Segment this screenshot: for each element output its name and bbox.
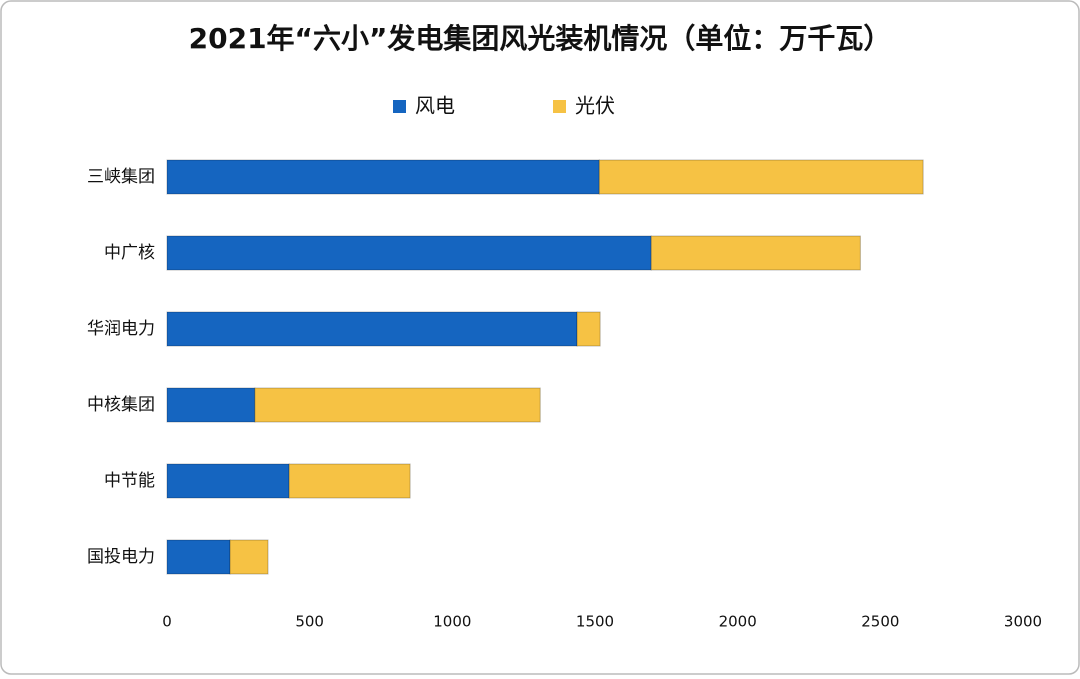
bar-segment <box>166 311 578 347</box>
bar-segment <box>166 159 600 195</box>
x-tick-label: 1500 <box>576 613 614 631</box>
bar-segment <box>650 235 861 271</box>
y-tick-label: 中核集团 <box>87 395 155 415</box>
bar-segment <box>598 159 924 195</box>
x-tick-label: 2000 <box>719 613 757 631</box>
x-tick-label: 500 <box>295 613 324 631</box>
chart-title: 2021年“六小”发电集团风光装机情况（单位：万千瓦） <box>189 22 892 55</box>
y-tick-label: 国投电力 <box>87 547 155 567</box>
bar-segment <box>254 387 541 423</box>
y-tick-label: 中广核 <box>104 243 155 263</box>
x-tick-label: 1000 <box>433 613 471 631</box>
y-tick-label: 三峡集团 <box>87 167 155 187</box>
legend-swatch <box>553 100 566 113</box>
legend-label: 光伏 <box>575 94 615 118</box>
y-tick-label: 华润电力 <box>87 319 155 339</box>
x-tick-label: 3000 <box>1004 613 1042 631</box>
x-tick-label: 0 <box>162 613 172 631</box>
legend-label: 风电 <box>415 94 455 118</box>
bar-segment <box>229 539 269 575</box>
y-tick-label: 中节能 <box>104 471 155 491</box>
bar-segment <box>576 311 601 347</box>
bar-segment <box>288 463 411 499</box>
bar-segment <box>166 235 652 271</box>
x-tick-label: 2500 <box>861 613 899 631</box>
bar-segment <box>166 463 290 499</box>
legend-swatch <box>393 100 406 113</box>
bar-segment <box>166 539 231 575</box>
bar-segment <box>166 387 256 423</box>
